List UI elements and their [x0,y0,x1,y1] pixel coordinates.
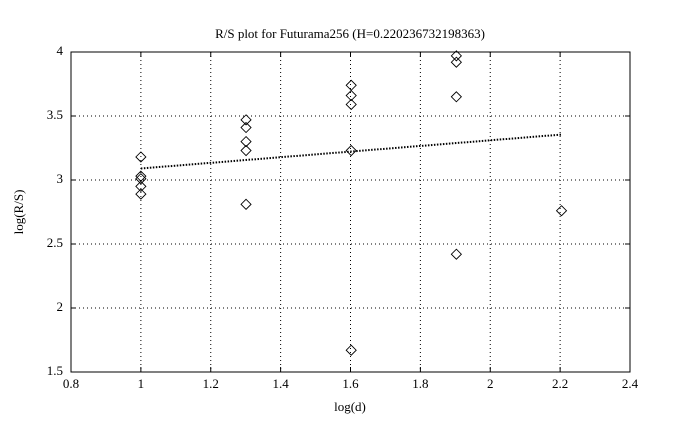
y-axis-label: log(R/S) [11,190,26,235]
y-tick-label: 2 [57,299,64,314]
x-tick-label: 2.2 [552,376,568,391]
x-tick-label: 1.2 [203,376,219,391]
x-tick-label: 1.6 [342,376,359,391]
marker [240,135,252,148]
marker [240,114,252,126]
x-axis-label: log(d) [334,399,366,414]
marker [450,91,462,103]
marker [345,98,357,111]
plot-frame [70,51,631,373]
y-tick-label: 1.5 [47,363,63,378]
marker [135,180,147,193]
marker [450,50,462,62]
marker [135,188,147,200]
marker [240,121,252,134]
chart-title: R/S plot for Futurama256 (H=0.2202367321… [215,26,485,41]
y-tick-label: 4 [57,43,64,58]
marker [555,205,568,217]
x-tick-label: 1.8 [412,376,428,391]
y-tick-label: 3.5 [47,107,63,122]
x-tick-label: 2 [487,376,494,391]
marker [450,248,462,260]
marker [450,56,462,68]
marker [240,144,252,157]
marker [135,173,147,185]
marker [135,151,147,163]
x-tick-label: 1 [138,376,145,391]
y-tick-label: 2.5 [47,235,63,250]
y-tick-label: 3 [57,171,64,186]
x-tick-label: 2.4 [622,376,639,391]
marker [345,89,357,102]
x-tick-label: 0.8 [63,376,79,391]
fit-line [140,133,562,170]
x-tick-label: 1.4 [273,376,290,391]
marker [345,144,357,157]
marker [240,198,252,210]
marker [345,344,357,356]
